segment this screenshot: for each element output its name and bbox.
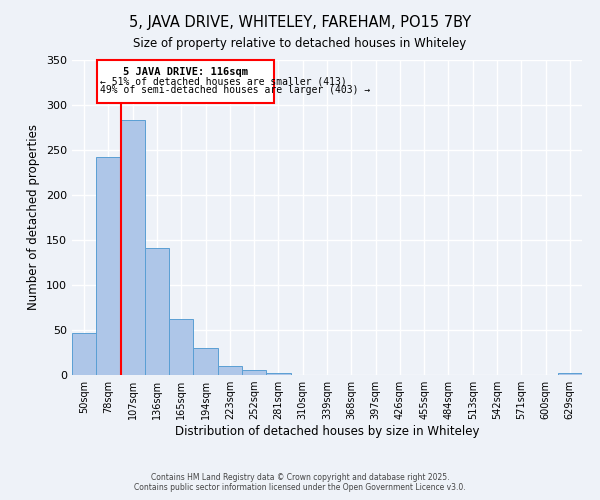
FancyBboxPatch shape bbox=[97, 60, 274, 103]
Bar bbox=[72, 332, 96, 375]
Bar bbox=[218, 366, 242, 375]
Bar bbox=[169, 319, 193, 375]
Text: 5, JAVA DRIVE, WHITELEY, FAREHAM, PO15 7BY: 5, JAVA DRIVE, WHITELEY, FAREHAM, PO15 7… bbox=[129, 15, 471, 30]
Bar bbox=[145, 248, 169, 375]
Y-axis label: Number of detached properties: Number of detached properties bbox=[28, 124, 40, 310]
Bar bbox=[193, 348, 218, 375]
Bar bbox=[242, 370, 266, 375]
Text: ← 51% of detached houses are smaller (413): ← 51% of detached houses are smaller (41… bbox=[100, 76, 347, 86]
X-axis label: Distribution of detached houses by size in Whiteley: Distribution of detached houses by size … bbox=[175, 425, 479, 438]
Bar bbox=[121, 120, 145, 375]
Text: Contains HM Land Registry data © Crown copyright and database right 2025.
Contai: Contains HM Land Registry data © Crown c… bbox=[134, 473, 466, 492]
Text: 49% of semi-detached houses are larger (403) →: 49% of semi-detached houses are larger (… bbox=[100, 85, 371, 95]
Text: Size of property relative to detached houses in Whiteley: Size of property relative to detached ho… bbox=[133, 38, 467, 51]
Text: 5 JAVA DRIVE: 116sqm: 5 JAVA DRIVE: 116sqm bbox=[122, 67, 248, 77]
Bar bbox=[266, 373, 290, 375]
Bar bbox=[96, 157, 121, 375]
Bar bbox=[558, 373, 582, 375]
